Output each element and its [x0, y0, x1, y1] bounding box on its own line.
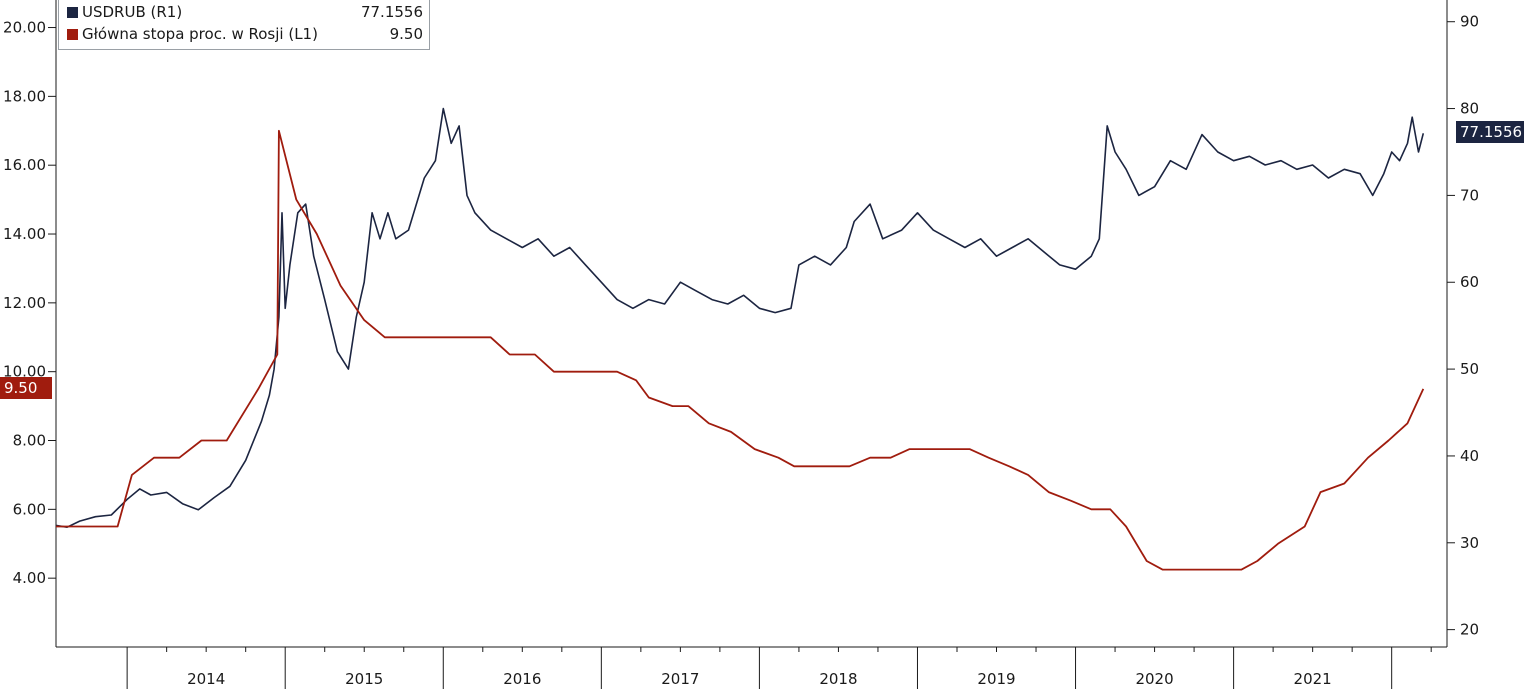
- right-tick-label: 20: [1460, 621, 1479, 639]
- right-tick-label: 70: [1460, 186, 1479, 204]
- left-tick-label: 4.00: [13, 569, 46, 587]
- last-value-tag-rate: 9.50: [0, 377, 52, 399]
- right-tick-label: 80: [1460, 100, 1479, 118]
- left-tick-label: 12.00: [3, 294, 46, 312]
- legend-swatch-rate: [67, 28, 78, 40]
- right-axis-ticks: 20 30 40 50 60 70 80 90: [1447, 13, 1479, 639]
- left-tick-label: 10.00: [3, 363, 46, 381]
- right-tick-label: 30: [1460, 534, 1479, 552]
- legend-swatch-usdrub: [67, 6, 78, 18]
- left-tick-label: 16.00: [3, 156, 46, 174]
- right-tick-label: 40: [1460, 447, 1479, 465]
- left-tick-label: 8.00: [13, 432, 46, 450]
- legend-entry-rate: Główna stopa proc. w Rosji (L1) 9.50: [67, 23, 423, 45]
- series-line-usdrub: [55, 107, 1425, 528]
- legend-label-usdrub: USDRUB (R1): [82, 3, 183, 21]
- legend-entry-usdrub: USDRUB (R1) 77.1556: [67, 1, 423, 23]
- right-tick-label: 60: [1460, 273, 1479, 291]
- legend-label-rate: Główna stopa proc. w Rosji (L1): [82, 25, 318, 43]
- year-label: 2019: [977, 670, 1015, 688]
- x-axis-ticks: 2014 2015 2016 2017 2018 2019 2020 2021: [126, 647, 1432, 689]
- year-label: 2020: [1135, 670, 1173, 688]
- legend-value-rate: 9.50: [389, 25, 423, 43]
- plot-frame: [55, 0, 1448, 648]
- year-label: 2018: [819, 670, 857, 688]
- left-tick-label: 6.00: [13, 500, 46, 518]
- chart-legend: USDRUB (R1) 77.1556 Główna stopa proc. w…: [58, 0, 430, 50]
- left-tick-label: 18.00: [3, 87, 46, 105]
- right-tick-label: 50: [1460, 360, 1479, 378]
- year-label: 2014: [187, 670, 225, 688]
- right-tick-label: 90: [1460, 13, 1479, 31]
- left-tick-label: 20.00: [3, 19, 46, 37]
- series-line-rate: [56, 129, 1425, 571]
- legend-value-usdrub: 77.1556: [360, 3, 423, 21]
- year-label: 2017: [661, 670, 699, 688]
- left-axis-ticks: 4.00 6.00 8.00 10.00 12.00 14.00 16.00 18.00 20.…: [3, 19, 56, 587]
- last-value-tag-usdrub: 77.1556: [1456, 121, 1524, 143]
- series-layer: [55, 107, 1425, 571]
- left-tick-label: 14.00: [3, 225, 46, 243]
- year-label: 2021: [1294, 670, 1332, 688]
- year-label: 2016: [503, 670, 541, 688]
- year-label: 2015: [345, 670, 383, 688]
